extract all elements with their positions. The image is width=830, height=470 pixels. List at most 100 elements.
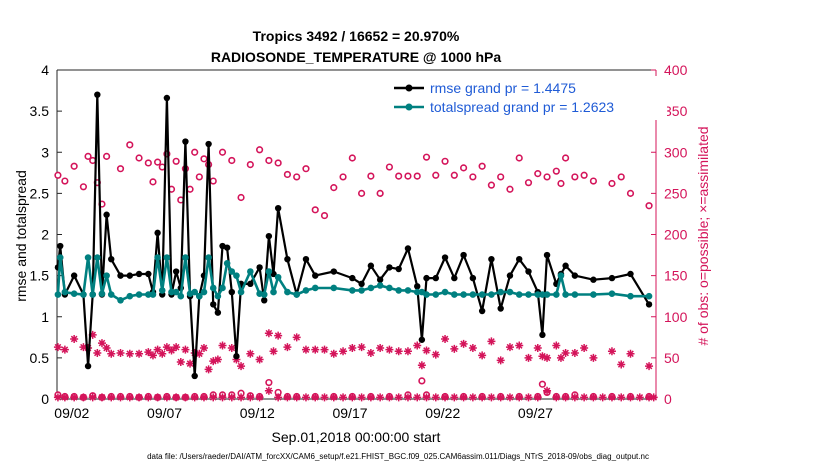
spread-point bbox=[205, 254, 212, 261]
spread-point bbox=[214, 292, 222, 300]
rmse-point bbox=[57, 242, 64, 250]
obs-assimilated-low-point bbox=[617, 393, 626, 402]
legend-spread-label: totalspread grand pr = 1.2623 bbox=[430, 99, 614, 115]
spread-point bbox=[265, 268, 273, 275]
spread-point bbox=[284, 288, 291, 296]
obs-possible-point bbox=[571, 173, 579, 181]
rmse-point bbox=[223, 244, 231, 251]
obs-possible-point bbox=[218, 148, 227, 156]
spread-point bbox=[158, 287, 166, 294]
obs-assimilated-low-point bbox=[107, 393, 116, 402]
obs-assimilated-point bbox=[422, 346, 431, 355]
obs-possible-point bbox=[200, 155, 208, 163]
obs-possible-point bbox=[626, 189, 635, 197]
obs-assimilated-point bbox=[570, 348, 579, 357]
obs-assimilated-low-point bbox=[125, 393, 134, 402]
spread-point bbox=[219, 284, 226, 292]
obs-assimilated-low-point bbox=[227, 393, 236, 402]
obs-assimilated-point bbox=[645, 362, 654, 371]
spread-point bbox=[61, 288, 69, 296]
rmse-point bbox=[191, 372, 198, 380]
obs-assimilated-point bbox=[487, 337, 496, 346]
spread-point bbox=[608, 290, 616, 298]
obs-assimilated-low-point bbox=[339, 393, 348, 402]
obs-assimilated-point bbox=[227, 344, 236, 353]
obs-possible-point bbox=[357, 189, 366, 197]
obs-assimilated-low-point bbox=[589, 393, 598, 402]
obs-assimilated-point bbox=[232, 355, 241, 364]
x-tick-label: 09/17 bbox=[332, 405, 367, 421]
obs-assimilated-low-point bbox=[181, 393, 190, 402]
obs-possible-point bbox=[580, 171, 588, 179]
rmse-point bbox=[330, 268, 337, 275]
obs-assimilated-low-point bbox=[357, 393, 366, 402]
obs-assimilated-low-point bbox=[53, 393, 62, 402]
y-right-tick-label: 200 bbox=[664, 227, 688, 243]
obs-possible-point bbox=[339, 173, 347, 181]
obs-possible-point bbox=[487, 181, 496, 189]
obs-possible-point bbox=[552, 167, 560, 175]
obs-possible-point bbox=[413, 172, 421, 180]
rmse-point bbox=[210, 301, 217, 308]
rmse-point bbox=[228, 288, 235, 296]
obs-assimilated-low-point bbox=[607, 393, 616, 402]
spread-point bbox=[293, 291, 300, 298]
spread-point bbox=[451, 291, 458, 298]
obs-assimilated-low-point bbox=[274, 393, 283, 402]
obs-assimilated-point bbox=[329, 349, 338, 358]
spread-point bbox=[469, 291, 477, 298]
rmse-point bbox=[312, 272, 319, 279]
spread-point bbox=[247, 268, 254, 275]
spread-point bbox=[260, 291, 268, 298]
obs-assimilated-point bbox=[148, 351, 157, 360]
rmse-point bbox=[349, 274, 356, 282]
obs-assimilated-point bbox=[348, 344, 357, 353]
obs-possible-low-point bbox=[418, 377, 426, 385]
spread-point bbox=[506, 288, 514, 296]
y-right-tick-label: 400 bbox=[664, 62, 688, 78]
obs-assimilated-low-point bbox=[626, 393, 635, 402]
rmse-point bbox=[395, 265, 402, 273]
legend: rmse grand pr = 1.4475 totalspread grand… bbox=[385, 76, 667, 120]
spread-point bbox=[311, 284, 319, 292]
rmse-point bbox=[386, 264, 393, 271]
obs-assimilated-point bbox=[617, 360, 626, 369]
obs-possible-point bbox=[256, 146, 264, 154]
obs-possible-point bbox=[450, 171, 458, 179]
spread-point bbox=[70, 290, 78, 298]
rmse-point bbox=[418, 336, 426, 343]
rmse-point bbox=[451, 274, 458, 282]
spread-point bbox=[358, 287, 365, 294]
obs-assimilated-point bbox=[524, 353, 533, 362]
obs-possible-point bbox=[395, 172, 403, 180]
obs-assimilated-low-point bbox=[292, 393, 301, 402]
obs-assimilated-low-point bbox=[60, 393, 69, 402]
obs-possible-point bbox=[534, 170, 542, 178]
rmse-point bbox=[247, 280, 254, 288]
obs-assimilated-point bbox=[301, 345, 310, 354]
rmse-point bbox=[414, 283, 421, 290]
rmse-point bbox=[70, 272, 78, 279]
obs-assimilated-low-point bbox=[496, 393, 505, 402]
obs-assimilated-low-point bbox=[97, 393, 106, 402]
obs-assimilated-low-point bbox=[79, 393, 88, 402]
obs-possible-point bbox=[70, 162, 78, 170]
y-right-tick-label: 350 bbox=[664, 103, 688, 119]
obs-assimilated-point bbox=[246, 349, 255, 358]
x-tick-label: 09/27 bbox=[518, 405, 553, 421]
obs-assimilated-point bbox=[607, 347, 616, 356]
spread-point bbox=[149, 291, 157, 298]
rmse-point bbox=[367, 262, 375, 269]
rmse-point bbox=[145, 270, 152, 278]
rmse-point bbox=[163, 94, 171, 102]
rmse-point bbox=[274, 204, 282, 212]
obs-possible-low-point bbox=[265, 378, 273, 387]
rmse-point bbox=[506, 272, 514, 279]
obs-assimilated-point bbox=[339, 347, 348, 356]
spread-point bbox=[562, 291, 569, 298]
obs-possible-point bbox=[608, 179, 616, 188]
spread-point bbox=[534, 291, 542, 298]
series-layer bbox=[53, 91, 658, 402]
spread-point bbox=[497, 288, 504, 296]
rmse-point bbox=[126, 272, 133, 279]
